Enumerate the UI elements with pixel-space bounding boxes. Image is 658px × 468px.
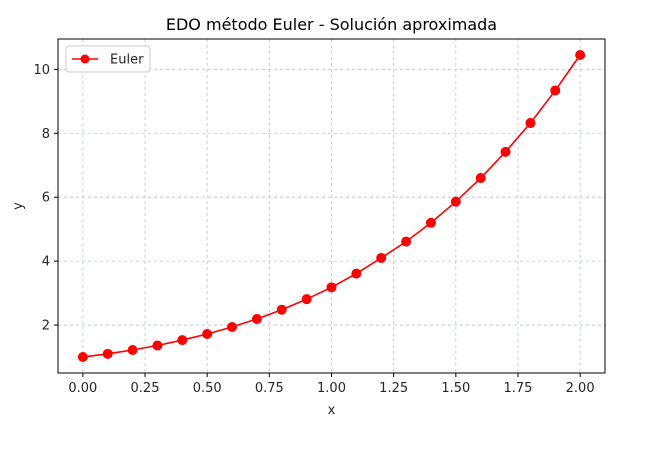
y-axis: 2 4 6 8 10 <box>33 63 58 334</box>
x-axis-label: x <box>328 403 336 418</box>
data-point <box>500 146 511 157</box>
data-point <box>251 313 262 324</box>
x-tick-label: 0.75 <box>255 381 284 396</box>
y-tick-label: 8 <box>42 127 50 142</box>
data-point <box>425 217 436 228</box>
data-point <box>177 335 188 346</box>
x-tick-label: 1.25 <box>379 381 408 396</box>
x-tick-label: 1.50 <box>441 381 470 396</box>
data-point <box>450 196 461 207</box>
data-point <box>351 268 362 279</box>
data-point <box>77 352 88 363</box>
data-point <box>525 118 536 129</box>
x-tick-label: 2.00 <box>566 381 595 396</box>
y-tick-label: 10 <box>33 63 50 78</box>
x-axis: 0.00 0.25 0.50 0.75 1.00 1.25 1.50 1.75 2.00 <box>68 373 595 396</box>
legend-label: Euler <box>110 53 144 68</box>
legend-marker <box>80 54 90 64</box>
data-point <box>550 85 561 96</box>
x-tick-label: 1.00 <box>317 381 346 396</box>
x-tick-label: 1.75 <box>504 381 533 396</box>
data-point <box>152 340 163 351</box>
data-point <box>376 252 387 263</box>
y-axis-label: y <box>11 202 26 210</box>
y-tick-label: 4 <box>42 255 50 270</box>
data-point <box>202 329 213 340</box>
data-point <box>127 344 138 355</box>
data-point <box>102 348 113 359</box>
y-tick-label: 2 <box>42 319 50 334</box>
x-tick-label: 0.25 <box>131 381 160 396</box>
legend: Euler <box>65 45 151 73</box>
chart-title: EDO método Euler - Solución aproximada <box>166 15 497 34</box>
series-group <box>77 49 586 363</box>
legend-box <box>65 45 151 73</box>
x-tick-label: 0.50 <box>193 381 222 396</box>
y-tick-label: 6 <box>42 191 50 206</box>
data-point <box>227 321 238 332</box>
x-tick-label: 0.00 <box>68 381 97 396</box>
data-point <box>575 49 586 60</box>
data-point <box>276 304 287 315</box>
data-point <box>475 173 486 184</box>
data-point <box>301 294 312 305</box>
grid <box>58 39 605 373</box>
data-point <box>326 282 337 293</box>
data-point <box>401 236 412 247</box>
